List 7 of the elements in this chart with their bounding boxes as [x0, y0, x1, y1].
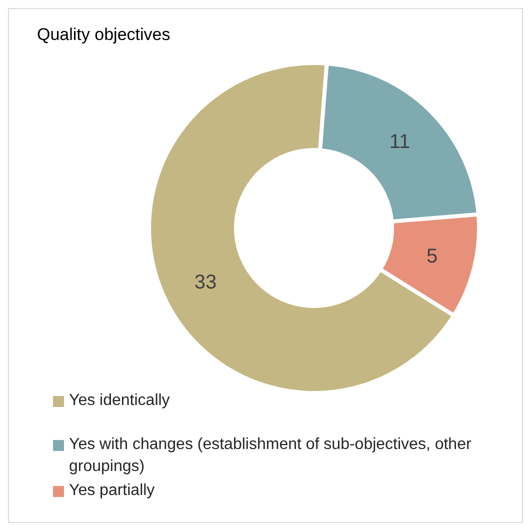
legend-label: Yes with changes (establishment of sub-objectives, other groupings): [69, 435, 472, 477]
data-label: 11: [389, 130, 410, 153]
data-label: 33: [194, 272, 217, 294]
legend-label: Yes partially: [69, 481, 155, 501]
legend-label: Yes identically: [69, 391, 170, 411]
chart-title: Quality objectives: [37, 25, 170, 45]
data-label: 5: [426, 246, 438, 268]
